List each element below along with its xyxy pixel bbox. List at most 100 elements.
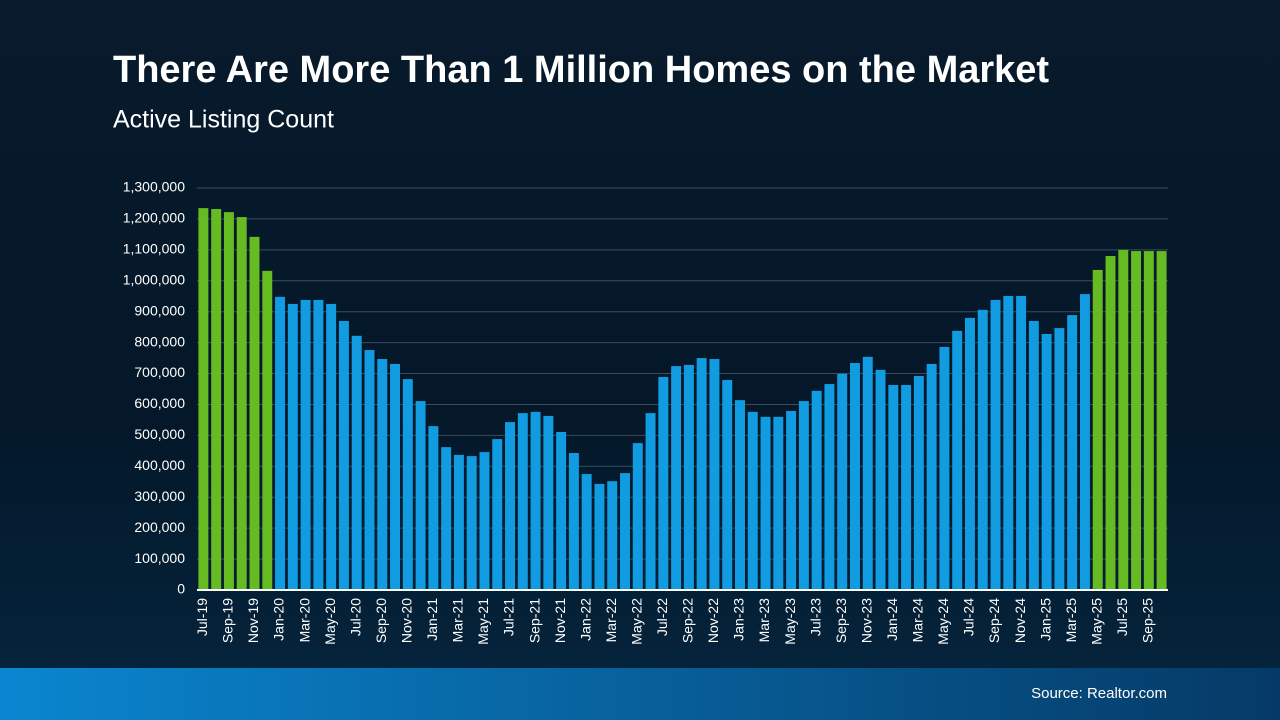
y-tick-label: 500,000 <box>134 426 185 442</box>
bar <box>1156 251 1167 591</box>
bar <box>466 456 477 590</box>
bar <box>952 330 963 590</box>
bar <box>441 447 452 590</box>
bar <box>364 350 375 590</box>
bar <box>926 363 937 590</box>
bar <box>760 416 771 590</box>
y-tick-label: 1,300,000 <box>123 179 185 195</box>
x-tick-label: May-23 <box>782 598 798 645</box>
bar <box>875 369 886 590</box>
x-tick-label: Jan-25 <box>1037 598 1053 641</box>
bar <box>223 212 234 590</box>
bar <box>735 400 745 590</box>
bar <box>709 359 720 590</box>
bar <box>671 366 682 590</box>
bar <box>415 401 426 590</box>
x-tick-label: Jul-24 <box>961 598 977 636</box>
bar <box>696 358 707 590</box>
bar <box>1079 294 1090 590</box>
x-tick-label: Sep-23 <box>833 598 849 643</box>
chart-subtitle: Active Listing Count <box>113 106 334 134</box>
bar <box>1028 320 1039 590</box>
x-tick-label: Sep-20 <box>373 598 389 643</box>
bar <box>632 443 643 590</box>
bar <box>249 236 260 590</box>
x-tick-label: May-24 <box>935 598 951 645</box>
bar <box>313 299 324 590</box>
bar <box>811 390 822 590</box>
bar <box>198 208 209 590</box>
x-tick-label: Mar-21 <box>450 598 466 643</box>
bar <box>428 426 439 590</box>
chart-title: There Are More Than 1 Million Homes on t… <box>113 49 1049 91</box>
bar <box>581 474 592 590</box>
bar <box>747 411 758 590</box>
bar <box>338 320 349 590</box>
bar <box>517 413 528 590</box>
bar <box>683 364 694 590</box>
bar <box>888 384 899 590</box>
x-tick-label: Sep-22 <box>680 598 696 643</box>
x-tick-label: Sep-25 <box>1140 598 1156 643</box>
bar <box>939 346 950 590</box>
x-tick-label: Sep-19 <box>220 598 236 643</box>
bar <box>262 270 273 590</box>
x-tick-label: Jul-23 <box>807 598 823 636</box>
bar <box>645 413 656 590</box>
x-tick-label: Jul-22 <box>654 598 670 636</box>
x-tick-label: Nov-24 <box>1012 598 1028 643</box>
bar <box>1131 251 1142 591</box>
x-tick-label: Jan-21 <box>424 598 440 641</box>
bar <box>556 431 567 590</box>
x-tick-label: Nov-19 <box>245 598 261 643</box>
bar <box>1054 328 1065 590</box>
bar <box>1105 256 1116 590</box>
y-tick-label: 900,000 <box>134 302 185 318</box>
y-tick-label: 600,000 <box>134 395 185 411</box>
bar <box>1092 269 1103 590</box>
x-tick-label: Mar-23 <box>756 598 772 643</box>
bar <box>913 376 924 590</box>
bar <box>568 453 579 590</box>
y-tick-label: 300,000 <box>134 488 185 504</box>
y-tick-label: 100,000 <box>134 550 185 566</box>
bar <box>211 209 222 590</box>
x-tick-label: May-25 <box>1088 598 1104 645</box>
x-tick-label: Jul-19 <box>194 598 210 636</box>
x-tick-label: Nov-20 <box>399 598 415 643</box>
x-tick-label: Nov-22 <box>705 598 721 643</box>
bar <box>351 335 362 590</box>
y-tick-label: 1,200,000 <box>123 210 185 226</box>
bar <box>300 299 311 590</box>
bar <box>1143 251 1154 591</box>
bar <box>236 217 247 590</box>
bar <box>326 303 337 590</box>
x-tick-label: Jan-23 <box>731 598 747 641</box>
bar <box>964 317 975 590</box>
x-tick-label: May-21 <box>475 598 491 645</box>
x-tick-label: Nov-21 <box>552 598 568 643</box>
bar <box>505 422 516 590</box>
bar <box>390 363 401 590</box>
y-tick-label: 400,000 <box>134 457 185 473</box>
bar <box>530 411 541 590</box>
bar <box>990 299 1001 590</box>
x-tick-label: Jan-24 <box>884 598 900 641</box>
x-tick-label: Jan-20 <box>271 598 287 641</box>
x-tick-label: Mar-24 <box>910 598 926 643</box>
bar <box>402 379 413 590</box>
bar <box>1118 249 1129 590</box>
x-tick-label: Mar-22 <box>603 598 619 643</box>
bar <box>849 363 860 590</box>
bar <box>722 380 733 590</box>
y-tick-label: 700,000 <box>134 364 185 380</box>
x-tick-label: Jul-20 <box>347 598 363 636</box>
y-tick-label: 200,000 <box>134 519 185 535</box>
x-tick-label: Jan-22 <box>577 598 593 641</box>
bar <box>773 416 784 590</box>
bar <box>824 384 835 590</box>
bar <box>901 384 912 590</box>
source-note: Source: Realtor.com <box>1031 685 1167 702</box>
